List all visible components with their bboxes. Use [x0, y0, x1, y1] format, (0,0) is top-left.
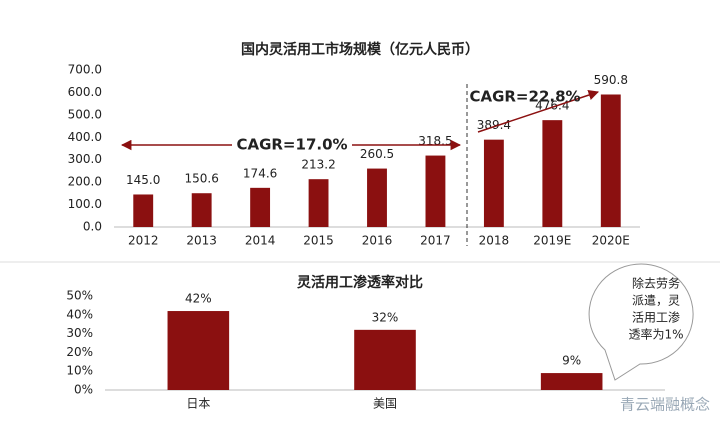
callout: [588, 263, 694, 381]
bar: [133, 194, 154, 227]
annotation: 透率为1%: [628, 327, 683, 342]
chart-title: 国内灵活用工市场规模（亿元人民币）: [241, 41, 479, 58]
x-tick-label: 美国: [373, 397, 397, 411]
y-tick-label: 400.0: [68, 130, 102, 144]
y-tick-label: 50%: [66, 289, 93, 303]
bar: [250, 187, 271, 227]
y-tick-label: 30%: [66, 326, 93, 340]
value-label: 389.4: [477, 118, 511, 132]
annotation: CAGR=22.8%: [469, 88, 580, 106]
y-tick-label: 500.0: [68, 107, 102, 121]
annotation-bg: [232, 135, 352, 155]
value-label: 32%: [372, 310, 399, 324]
y-tick-label: 100.0: [68, 197, 102, 211]
y-tick-label: 300.0: [68, 152, 102, 166]
y-tick-label: 0%: [74, 383, 93, 397]
bar: [308, 179, 329, 227]
x-tick-label: 2017: [420, 234, 451, 248]
x-tick-label: 2019E: [533, 234, 571, 248]
bar: [167, 311, 230, 390]
bar: [600, 94, 621, 227]
chart-title: 灵活用工渗透率对比: [297, 274, 423, 291]
value-label: 318.5: [418, 134, 452, 148]
x-tick-label: 2014: [245, 234, 276, 248]
x-tick-label: 2016: [362, 234, 393, 248]
bar: [425, 155, 446, 227]
value-label: 42%: [185, 292, 212, 306]
x-tick-label: 2013: [186, 234, 217, 248]
y-tick-label: 20%: [66, 345, 93, 359]
watermark: 青云端融概念: [620, 396, 710, 414]
x-tick-label: 2015: [303, 234, 334, 248]
y-tick-label: 0.0: [83, 220, 102, 234]
value-label: 174.6: [243, 166, 277, 180]
bar: [540, 373, 603, 390]
annotation: 活用工渗: [632, 310, 680, 325]
bar: [483, 139, 504, 227]
y-tick-label: 40%: [66, 307, 93, 321]
x-tick-label: 2020E: [592, 234, 630, 248]
y-tick-label: 700.0: [68, 63, 102, 77]
x-tick-label: 日本: [186, 397, 210, 411]
bar: [354, 329, 416, 390]
bar: [367, 168, 387, 227]
value-label: 150.6: [184, 172, 218, 186]
annotation: 派遣，灵: [632, 293, 680, 308]
x-tick-label: 2012: [128, 234, 159, 248]
bar: [542, 120, 563, 227]
value-label: 213.2: [301, 158, 335, 172]
x-tick-label: 2018: [479, 234, 510, 248]
value-label: 260.5: [360, 147, 394, 161]
cagr-arrow: [477, 90, 599, 133]
value-label: 145.0: [126, 173, 160, 187]
annotation: 除去劳务: [632, 276, 680, 291]
y-tick-label: 10%: [66, 364, 93, 378]
value-label: 9%: [562, 354, 581, 368]
y-tick-label: 600.0: [68, 85, 102, 99]
annotation: CAGR=17.0%: [236, 136, 347, 154]
value-label: 590.8: [594, 73, 628, 87]
bar: [191, 193, 212, 227]
y-tick-label: 200.0: [68, 175, 102, 189]
value-label: 476.4: [535, 99, 569, 113]
